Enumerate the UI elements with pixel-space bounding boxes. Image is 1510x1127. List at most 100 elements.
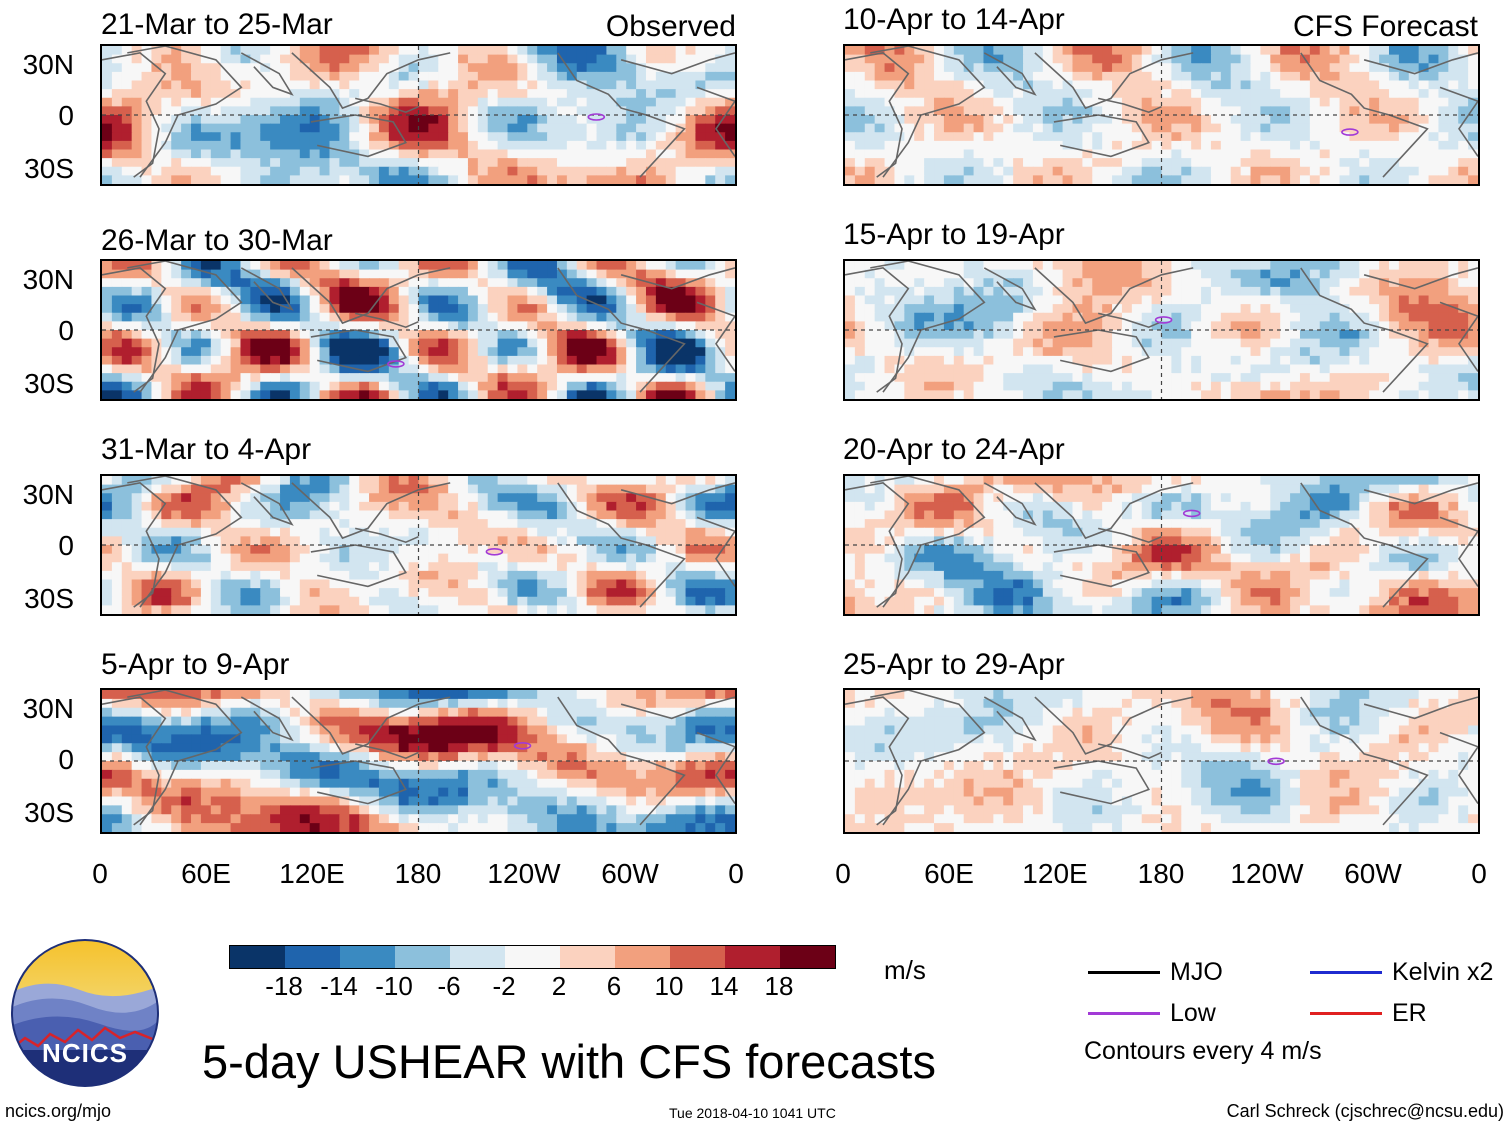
shear-cell — [626, 570, 637, 581]
shear-cell — [408, 787, 420, 798]
shear-cell — [270, 690, 281, 700]
shear-cell — [260, 787, 271, 798]
shear-cell — [210, 823, 222, 832]
shear-cell — [477, 476, 489, 486]
shear-cell — [438, 278, 449, 288]
shear-cell — [665, 330, 677, 340]
shear-cell — [280, 158, 291, 168]
shear-cell — [527, 493, 538, 503]
shear-cell — [210, 596, 222, 606]
shear-cell — [636, 519, 647, 529]
shear-cell — [428, 698, 439, 709]
shear-cell — [894, 54, 905, 64]
shear-cell — [458, 743, 469, 753]
shear-cell — [359, 149, 370, 159]
shear-cell — [566, 312, 578, 322]
shear-cell — [1319, 46, 1331, 56]
shear-cell — [606, 132, 617, 142]
shear-cell — [973, 140, 985, 151]
shear-cell — [1299, 46, 1311, 56]
shear-cell — [289, 54, 301, 64]
shear-cell — [339, 796, 350, 806]
shear-cell — [1329, 115, 1341, 125]
shear-cell — [1260, 63, 1271, 73]
shear-cell — [388, 787, 400, 798]
shear-cell — [151, 588, 162, 598]
shear-cell — [388, 261, 400, 271]
shear-cell — [408, 278, 420, 288]
shear-cell — [636, 115, 647, 125]
shear-cell — [477, 570, 489, 581]
shear-cell — [725, 527, 735, 537]
shear-cell — [270, 596, 281, 606]
shear-cell — [131, 175, 143, 184]
shear-cell — [260, 519, 271, 529]
shear-cell — [497, 707, 509, 718]
shear-cell — [1438, 46, 1449, 56]
shear-cell — [864, 54, 876, 64]
shear-cell — [270, 519, 281, 529]
shear-cell — [408, 149, 420, 159]
shear-cell — [705, 814, 716, 824]
shear-cell — [299, 823, 311, 832]
shear-cell — [507, 355, 519, 366]
shear-cell — [606, 707, 617, 718]
shear-cell — [1309, 132, 1321, 142]
shear-cell — [210, 132, 222, 142]
shear-cell — [1359, 71, 1370, 82]
shear-cell — [685, 605, 697, 614]
shear-cell — [418, 46, 429, 56]
shear-cell — [200, 321, 212, 331]
shear-cell — [705, 312, 716, 322]
shear-cell — [596, 63, 608, 73]
shear-cell — [181, 269, 192, 279]
shear-cell — [1280, 80, 1291, 90]
shear-cell — [230, 158, 242, 168]
shear-cell — [904, 97, 915, 107]
shear-cell — [230, 321, 242, 331]
shear-cell — [576, 493, 588, 503]
shear-cell — [1201, 80, 1212, 90]
shear-cell — [725, 814, 735, 824]
shear-cell — [349, 787, 360, 798]
shear-cell — [250, 286, 261, 297]
shear-cell — [576, 743, 588, 753]
shear-cell — [220, 286, 232, 297]
shear-cell — [497, 312, 509, 322]
shear-cell — [675, 312, 687, 322]
shear-cell — [497, 330, 509, 340]
shear-cell — [467, 743, 479, 753]
shear-cell — [1003, 71, 1014, 82]
shear-cell — [161, 149, 172, 159]
shear-cell — [487, 734, 499, 744]
shear-cell — [527, 364, 538, 374]
shear-cell — [626, 286, 637, 297]
shear-cell — [507, 588, 519, 598]
shear-cell — [250, 321, 261, 331]
shear-cell — [606, 493, 617, 503]
shear-cell — [240, 347, 251, 357]
shear-cell — [191, 89, 202, 99]
shear-cell — [1052, 149, 1064, 159]
shear-cell — [487, 716, 499, 727]
shear-cell — [378, 796, 390, 806]
shear-cell — [1052, 89, 1064, 99]
shear-cell — [250, 605, 261, 614]
shear-cell — [547, 355, 558, 366]
shear-cell — [556, 743, 568, 753]
shear-cell — [458, 373, 469, 383]
shear-cell — [924, 63, 935, 73]
shear-cell — [1388, 123, 1400, 133]
shear-cell — [1270, 149, 1281, 159]
shear-cell — [1023, 54, 1034, 64]
shear-cell — [329, 278, 340, 288]
shear-cell — [576, 690, 588, 700]
shear-cell — [497, 570, 509, 581]
shear-cell — [141, 381, 153, 391]
shear-cell — [1290, 80, 1301, 90]
shear-cell — [181, 545, 192, 555]
shear-cell — [1013, 46, 1024, 56]
shear-cell — [715, 175, 726, 184]
shear-cell — [626, 716, 637, 727]
shear-cell — [953, 149, 965, 159]
